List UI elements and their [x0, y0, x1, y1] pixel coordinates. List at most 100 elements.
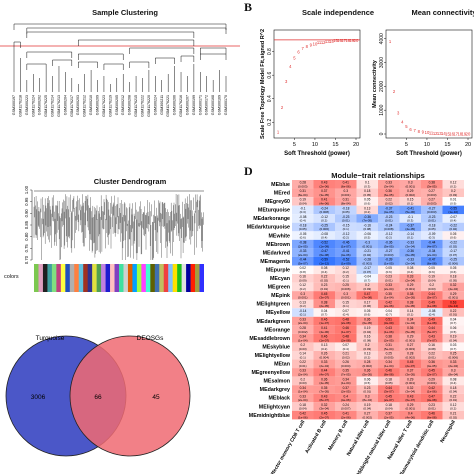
cell-correlation: 0.2: [301, 343, 306, 347]
heatmap-cell: [378, 282, 400, 292]
heatmap-cell: [292, 256, 314, 266]
dendrogram-branch: [77, 53, 124, 60]
dendrogram-branch: [13, 23, 227, 30]
cell-correlation: 0.15: [407, 198, 413, 202]
cell-correlation: 0.08: [321, 266, 327, 270]
cell-pvalue: (0.4): [450, 381, 456, 385]
cell-pvalue: (2e-06): [384, 304, 394, 308]
cell-pvalue: (0.7): [450, 321, 456, 325]
cell-correlation: 0.29: [407, 283, 413, 287]
cell-pvalue: (0.004): [319, 355, 329, 359]
cell-pvalue: (0.001): [405, 184, 415, 188]
cell-pvalue: (0.03): [449, 193, 457, 197]
cell-correlation: -0.25: [450, 258, 457, 262]
cell-correlation: 0.43: [321, 394, 327, 398]
heatmap-cell: [378, 308, 400, 317]
cell-correlation: 0.15: [343, 275, 349, 279]
module-color-segment: [38, 264, 44, 292]
heatmap-cell: [292, 188, 314, 198]
cell-pvalue: (0.006): [319, 227, 329, 231]
cell-pvalue: (0.01): [385, 278, 393, 282]
sample-label: GSM300169: [218, 95, 222, 115]
heatmap-cell: [335, 180, 357, 189]
cell-pvalue: (0.006): [448, 355, 458, 359]
cell-pvalue: (6e-07): [405, 398, 415, 402]
power-point: 13: [437, 131, 442, 136]
heatmap-cell: [442, 342, 464, 351]
heatmap-cell: [442, 308, 464, 317]
heatmap-cell: [442, 385, 464, 394]
cell-correlation: 0.12: [450, 181, 456, 185]
cell-pvalue: (3e-07): [384, 390, 394, 394]
cell-correlation: -0.14: [299, 309, 306, 313]
cell-correlation: 0.44: [429, 326, 435, 330]
dendrogram-branches: [33, 194, 204, 260]
heatmap-cell: [442, 282, 464, 292]
heatmap-cell: [356, 282, 378, 292]
heatmap-cell: [399, 197, 421, 206]
heatmap-cell: [356, 359, 378, 369]
cell-pvalue: (0.2): [364, 355, 370, 359]
cell-pvalue: (4e-04): [448, 287, 458, 291]
cell-correlation: 0.18: [364, 189, 370, 193]
cell-correlation: 0.23: [364, 386, 370, 390]
cell-correlation: -0.44: [299, 258, 306, 262]
trait-label: Activated B cell: [304, 419, 328, 455]
power-point: 6: [297, 50, 300, 55]
heatmap-cell: [356, 299, 378, 309]
cell-pvalue: (0.003): [427, 202, 437, 206]
cell-pvalue: (0.006): [448, 261, 458, 265]
heatmap-cell: [335, 248, 357, 257]
cell-pvalue: (0.04): [385, 407, 393, 411]
cell-pvalue: (4e-05): [319, 381, 329, 385]
heatmap-cell: [356, 342, 378, 351]
cell-correlation: 0.22: [300, 360, 306, 364]
power-point: 13: [325, 39, 330, 44]
heatmap-cell: [421, 385, 443, 394]
cell-correlation: 0.07: [343, 343, 349, 347]
heatmap-cell: [356, 205, 378, 215]
heatmap-cell: [442, 291, 464, 300]
cell-correlation: 0.45: [429, 369, 435, 373]
cell-pvalue: (1e-06): [384, 330, 394, 334]
cell-correlation: 0.29: [429, 377, 435, 381]
cell-correlation: 0.27: [364, 411, 370, 415]
cell-correlation: 0.25: [386, 352, 392, 356]
heatmap-cell: [335, 231, 357, 240]
cell-correlation: -0.33: [299, 249, 306, 253]
cell-pvalue: (0.6): [300, 236, 306, 240]
heatmap-cell: [442, 205, 464, 215]
module-color-segment: [60, 264, 66, 292]
cell-pvalue: (2e-14): [448, 304, 458, 308]
module-color-segment: [163, 264, 169, 292]
module-label: MEblue: [271, 182, 290, 188]
cell-correlation: 0.29: [407, 335, 413, 339]
cell-correlation: 0.23: [321, 283, 327, 287]
cell-pvalue: (0.05): [363, 193, 371, 197]
cell-correlation: -0.24: [321, 206, 328, 210]
heatmap-cell: [378, 231, 400, 240]
cell-correlation: 0.07: [343, 309, 349, 313]
sample-label: GSM300205: [115, 95, 119, 115]
power-point: 5: [293, 56, 296, 61]
heatmap-cell: [313, 197, 335, 206]
cell-pvalue: (2e-06): [341, 415, 351, 419]
cell-pvalue: (3e-05): [319, 193, 329, 197]
sample-label: GSM1176220: [147, 95, 151, 117]
heatmap-cell: [313, 351, 335, 360]
module-color-segment: [78, 264, 84, 292]
heatmap-cell: [399, 291, 421, 300]
cell-correlation: -0.34: [428, 249, 435, 253]
cell-pvalue: (2e-05): [405, 296, 415, 300]
cell-pvalue: (0.003): [427, 193, 437, 197]
cell-correlation: 0.13: [300, 300, 306, 304]
cell-correlation: 0.05: [450, 266, 456, 270]
cell-correlation: 0.36: [407, 326, 413, 330]
y-tick-label: 3000: [379, 57, 385, 68]
module-color-segment: [168, 264, 173, 292]
cell-pvalue: (0.1): [300, 355, 306, 359]
cell-correlation: -0.12: [321, 215, 328, 219]
cell-pvalue: (1e-08): [427, 321, 437, 325]
sample-label: GSM300171: [198, 95, 202, 115]
cell-correlation: 0.05: [450, 232, 456, 236]
